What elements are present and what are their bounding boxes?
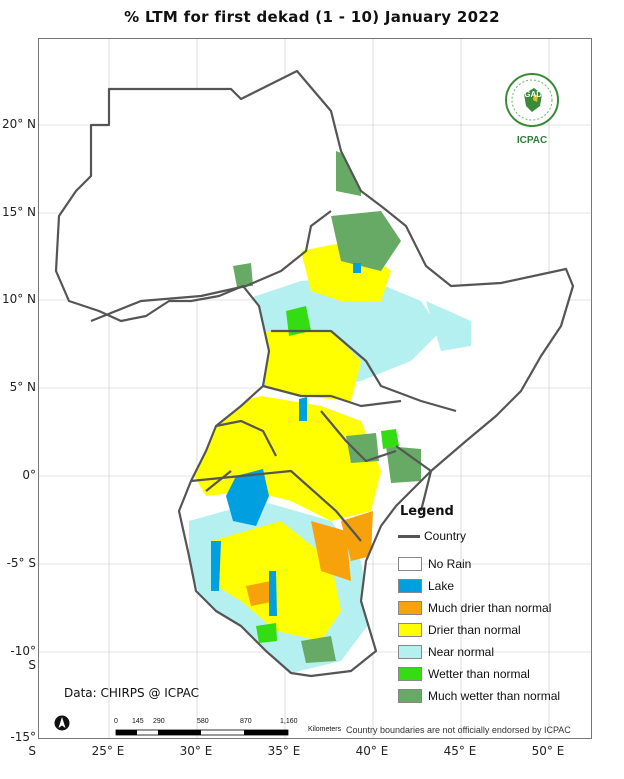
lat-label-5s: -5° S — [6, 556, 36, 570]
legend-label: Near normal — [428, 645, 495, 659]
lat-label-20n: 20° N — [1, 117, 36, 131]
scale-bar-graphic — [115, 729, 289, 736]
legend-label: Much drier than normal — [428, 601, 552, 615]
lat-label-10s: -10° S — [10, 644, 36, 672]
igad-emblem-icon — [505, 73, 559, 127]
legend-label: Lake — [428, 579, 455, 593]
legend-item-much-wetter: Much wetter than normal — [398, 685, 590, 707]
legend-swatch — [398, 623, 422, 637]
scale-tick-870: 870 — [240, 718, 252, 725]
legend-item-no-rain: No Rain — [398, 553, 590, 575]
scale-tick-290: 290 — [153, 718, 165, 725]
map-canvas — [39, 39, 591, 738]
map-frame — [38, 38, 592, 739]
north-arrow-icon — [54, 715, 70, 731]
lon-label-45e: 45° E — [443, 744, 477, 758]
scale-tick-145: 145 — [132, 718, 144, 725]
legend-item-near-normal: Near normal — [398, 641, 590, 663]
legend-label: Much wetter than normal — [428, 689, 561, 703]
legend-swatch — [398, 557, 422, 571]
lat-label-0: 0° — [22, 468, 36, 482]
icpac-logo: IGAD ICPAC — [500, 72, 564, 146]
disclaimer: Country boundaries are not officially en… — [346, 725, 571, 735]
legend-label: No Rain — [428, 557, 472, 571]
scale-tick-1160: 1,160 — [280, 718, 298, 725]
country-line-symbol — [398, 534, 420, 538]
map-title: % LTM for first dekad (1 - 10) January 2… — [124, 8, 500, 26]
lat-label-15s: -15° S — [10, 730, 36, 758]
scale-bar: 0 145 290 580 870 1,160 Kilometers — [112, 718, 352, 745]
legend-label: Wetter than normal — [428, 667, 530, 681]
lon-label-40e: 40° E — [355, 744, 389, 758]
icpac-logo-text: ICPAC — [516, 135, 548, 146]
legend-item-wetter: Wetter than normal — [398, 663, 590, 685]
legend-item-drier: Drier than normal — [398, 619, 590, 641]
legend-item-much-drier: Much drier than normal — [398, 597, 590, 619]
igad-logo-text: IGAD — [522, 90, 542, 99]
lon-label-35e: 35° E — [267, 744, 301, 758]
legend-label: Drier than normal — [428, 623, 521, 637]
lat-label-5n: 5° N — [9, 380, 36, 394]
scale-tick-580: 580 — [197, 718, 209, 725]
data-credit: Data: CHIRPS @ ICPAC — [64, 686, 200, 700]
legend-item-lake: Lake — [398, 575, 590, 597]
legend-swatch — [398, 579, 422, 593]
scale-tick-0: 0 — [114, 718, 118, 725]
scale-unit: Kilometers — [308, 726, 342, 733]
lon-label-30e: 30° E — [179, 744, 213, 758]
legend-swatch — [398, 645, 422, 659]
lon-label-25e: 25° E — [91, 744, 125, 758]
legend-country-label: Country — [424, 529, 467, 543]
country-borders — [54, 69, 575, 678]
legend-swatch — [398, 689, 422, 703]
lon-label-50e: 50° E — [531, 744, 565, 758]
legend-country: Country — [398, 529, 590, 543]
lat-label-15n: 15° N — [1, 205, 36, 219]
legend-swatch — [398, 667, 422, 681]
legend-swatch — [398, 601, 422, 615]
legend: Legend Country No Rain Lake Much drier t… — [398, 504, 590, 707]
legend-title: Legend — [400, 504, 454, 519]
lat-label-10n: 10° N — [1, 292, 36, 306]
